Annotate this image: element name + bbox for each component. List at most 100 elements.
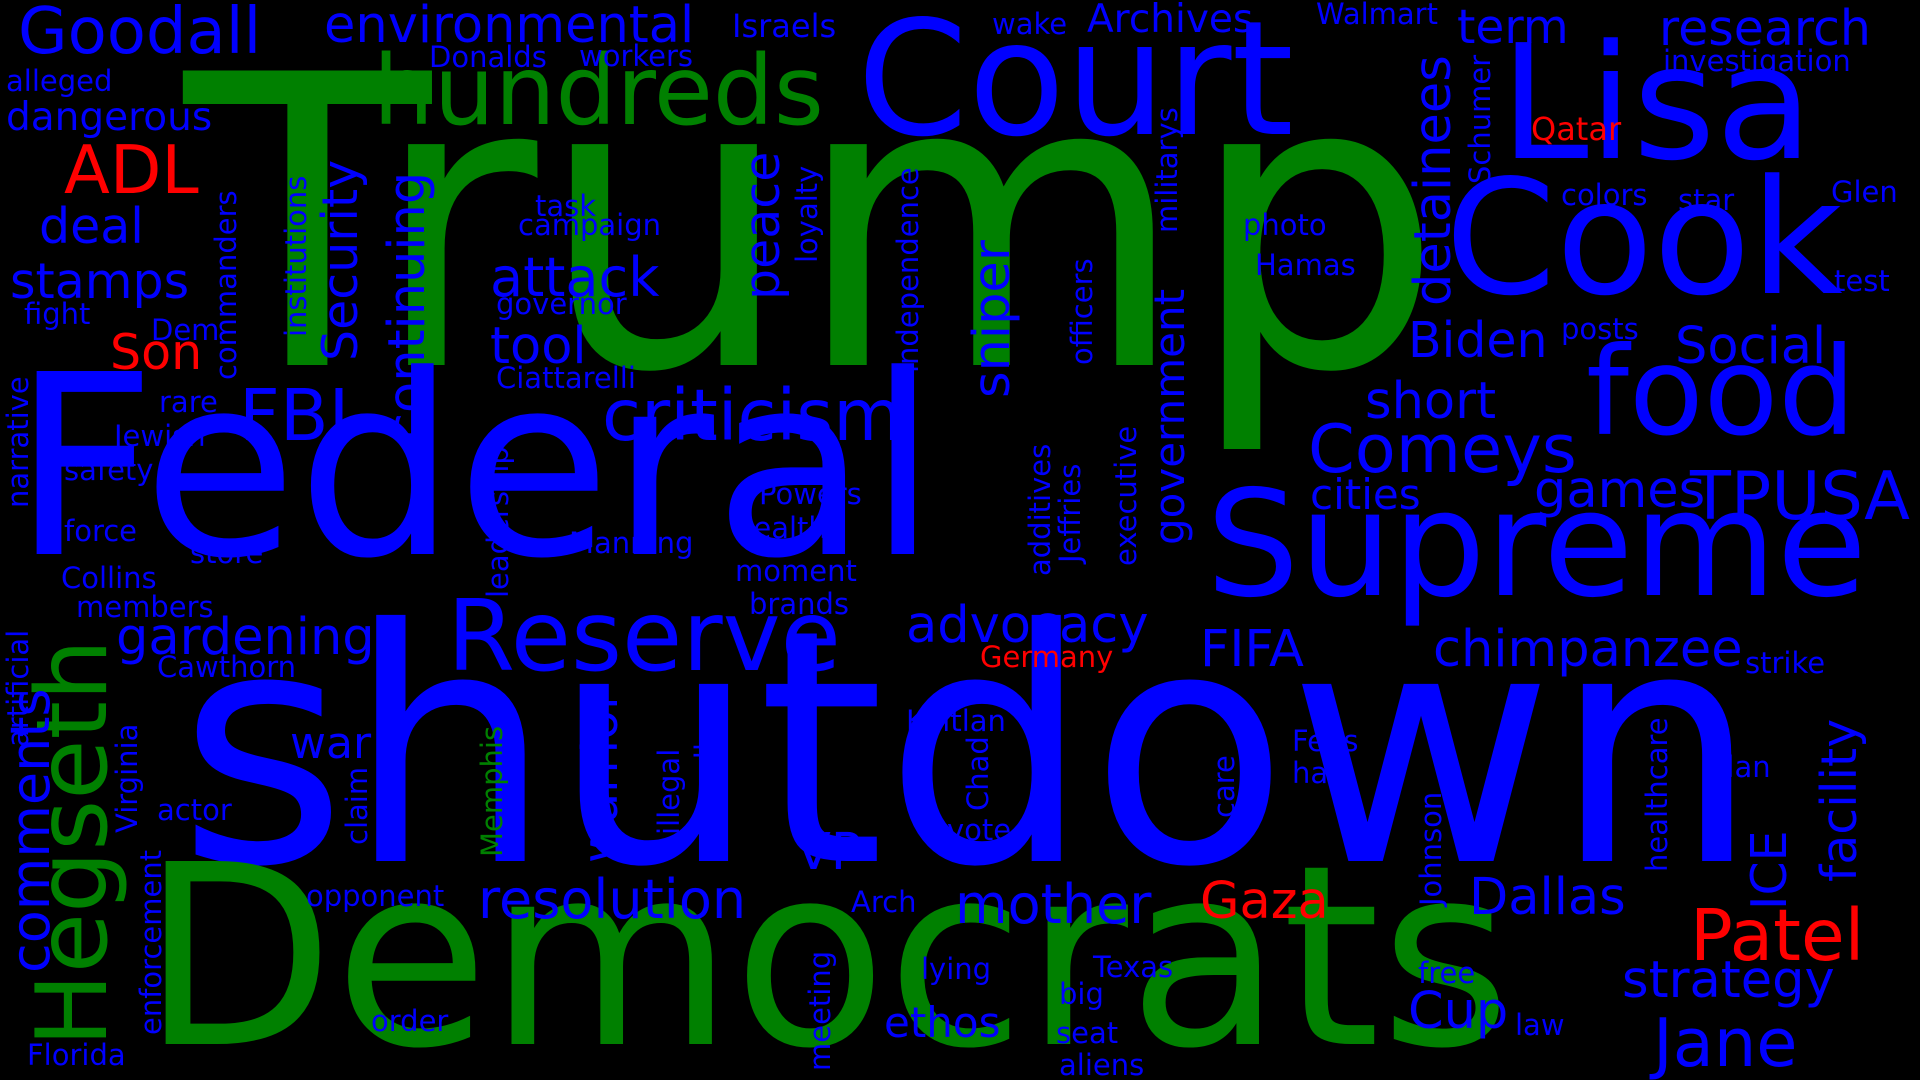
word-cloud-word: term (1457, 0, 1569, 55)
word-cloud-word: facility (1811, 718, 1868, 882)
word-cloud-word: lying (921, 952, 992, 986)
word-cloud-word: force (64, 514, 138, 548)
word-cloud-word: vote (947, 813, 1012, 847)
word-cloud-word: Qatar (1531, 110, 1622, 148)
word-cloud-word: gardening (116, 608, 375, 667)
word-cloud-word: House (787, 693, 821, 784)
word-cloud-word: alleged (6, 64, 113, 98)
word-cloud-word: leadership (481, 446, 515, 598)
word-cloud-word: Dem (151, 313, 220, 347)
word-cloud-word: tool (490, 317, 587, 376)
word-cloud-word: additives (1023, 443, 1057, 576)
word-cloud-word: detainees (1404, 55, 1463, 306)
word-cloud-word: Florida (27, 1038, 126, 1072)
word-cloud-word: fight (24, 297, 91, 331)
word-cloud-word: brands (749, 587, 849, 621)
word-cloud-word: Memphis (475, 725, 509, 857)
word-cloud-word: militarys (1150, 107, 1184, 233)
word-cloud-word: Powers (759, 477, 862, 511)
word-cloud-word: Supreme (1206, 459, 1868, 630)
word-cloud-word: shutdown (178, 561, 1759, 938)
word-cloud-word: Biden (1408, 312, 1548, 369)
word-cloud-word: Social (1675, 317, 1827, 376)
word-cloud-word: advocacy (906, 596, 1149, 655)
word-cloud-word: opponent (306, 879, 445, 913)
word-cloud-word: aliens (1059, 1048, 1145, 1080)
word-cloud-word: Dallas (1469, 868, 1626, 927)
word-cloud-word: Chad (961, 736, 995, 811)
word-cloud-word: Jewish (114, 419, 206, 453)
word-cloud-word: mother (955, 873, 1152, 936)
word-cloud-word: care (1207, 755, 1241, 818)
word-cloud-word: war (290, 718, 372, 769)
word-cloud-word: seat (1056, 1016, 1119, 1050)
word-cloud-word: ICE (1741, 830, 1798, 910)
word-cloud-word: safety (64, 453, 154, 487)
word-cloud-word: Son (110, 324, 203, 381)
word-cloud-word: executive (1109, 425, 1143, 566)
word-cloud-word: Texas (1093, 950, 1174, 984)
word-cloud-word: warrior (572, 689, 629, 863)
word-cloud-word: Glen (1831, 175, 1898, 209)
word-cloud-word: meeting (803, 950, 837, 1071)
word-cloud-word: star (1678, 183, 1735, 217)
word-cloud-word: Arch (851, 885, 917, 919)
word-cloud-word: Powell (689, 743, 723, 835)
word-cloud-word: VP (796, 823, 862, 882)
word-cloud-word: Trump (184, 0, 1444, 461)
word-cloud-word: games (1534, 461, 1706, 520)
word-cloud-word: illegal (652, 748, 686, 835)
word-cloud-word: Manning (569, 526, 694, 560)
word-cloud-word: ethos (884, 998, 1001, 1047)
word-cloud-word: wake (992, 7, 1068, 41)
word-cloud-word: store (190, 536, 264, 570)
word-cloud-word: chimpanzee (1433, 620, 1743, 679)
word-cloud-word: members (76, 590, 214, 624)
word-cloud-word: independence (891, 167, 925, 373)
word-cloud-word: Ciattarelli (496, 361, 636, 395)
word-cloud-word: hundreds (373, 35, 824, 147)
word-cloud-word: workers (579, 39, 694, 73)
word-cloud-word: narrative (1, 376, 35, 508)
word-cloud-word: Patel (1690, 894, 1865, 977)
word-cloud-word: environmental (324, 0, 695, 55)
word-cloud-word: strike (1745, 646, 1826, 680)
word-cloud-word: posts (1561, 312, 1639, 346)
word-cloud-word: sniper (963, 240, 1022, 398)
word-cloud-word: Cook (1445, 146, 1843, 331)
word-cloud-word: short (1365, 372, 1497, 431)
word-cloud-word: FBI (239, 374, 350, 457)
word-cloud-word: ADL (64, 131, 199, 209)
word-cloud-word: Donalds (429, 40, 547, 74)
word-cloud-word: free (1418, 956, 1476, 990)
word-cloud-word: institutions (279, 175, 313, 337)
word-cloud-word: strategy (1622, 951, 1835, 1010)
word-cloud-word: comments (0, 688, 62, 973)
word-cloud-word: plan (1708, 750, 1771, 784)
word-cloud-word: Kaitlan (906, 704, 1006, 738)
word-cloud-word: Feds (1292, 724, 1359, 758)
word-cloud-word: Comeys (1308, 410, 1577, 488)
word-cloud-word: Federal (12, 322, 938, 614)
word-cloud-word: test (1834, 264, 1890, 298)
word-cloud-word: Jeffries (1053, 463, 1087, 563)
word-cloud-word: criticism (602, 374, 903, 457)
word-cloud-word: law (1515, 1008, 1565, 1042)
word-cloud-word: colors (1561, 178, 1648, 212)
word-cloud-word: Schumer (1463, 54, 1497, 184)
word-cloud-word: food (1586, 321, 1856, 463)
word-cloud-word: resolution (478, 868, 747, 931)
word-cloud-word: Cup (1408, 982, 1509, 1041)
word-cloud-word: continuing (378, 171, 437, 441)
word-cloud-word: photo (1243, 208, 1327, 242)
word-cloud-word: stamps (10, 253, 190, 310)
word-cloud-word: Security (312, 159, 369, 361)
word-cloud-word: claim (340, 766, 374, 845)
word-cloud-word: Goodall (18, 0, 262, 69)
word-cloud-word: campaign (518, 208, 661, 242)
word-cloud-word: Court (857, 0, 1294, 172)
word-cloud-word: government (1145, 288, 1194, 545)
word-cloud-word: attack (490, 246, 660, 309)
word-cloud-word: Gaza (1200, 872, 1329, 931)
